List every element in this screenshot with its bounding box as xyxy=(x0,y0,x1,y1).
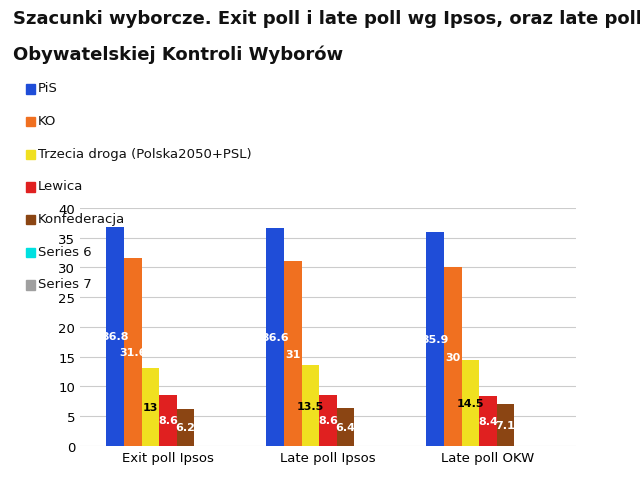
Bar xyxy=(284,262,301,446)
Text: 13.5: 13.5 xyxy=(297,401,324,411)
Text: 8.4: 8.4 xyxy=(478,416,498,426)
Bar xyxy=(461,360,479,446)
Bar xyxy=(479,396,497,446)
Bar xyxy=(159,395,177,446)
Text: 6.4: 6.4 xyxy=(335,422,356,432)
Bar xyxy=(444,268,461,446)
Text: Trzecia droga (Polska2050+PSL): Trzecia droga (Polska2050+PSL) xyxy=(38,147,251,160)
Text: Lewica: Lewica xyxy=(38,180,83,193)
Bar xyxy=(177,409,195,446)
Bar xyxy=(301,366,319,446)
Text: 31: 31 xyxy=(285,349,301,359)
Text: Series 7: Series 7 xyxy=(38,278,92,291)
Bar xyxy=(124,259,141,446)
Text: 6.2: 6.2 xyxy=(175,422,196,432)
Text: 36.6: 36.6 xyxy=(261,332,289,342)
Text: 13: 13 xyxy=(143,402,158,412)
Text: Obywatelskiej Kontroli Wyborów: Obywatelskiej Kontroli Wyborów xyxy=(13,45,343,64)
Text: 8.6: 8.6 xyxy=(318,415,338,425)
Bar xyxy=(141,369,159,446)
Text: 14.5: 14.5 xyxy=(457,398,484,408)
Text: Series 6: Series 6 xyxy=(38,245,91,258)
Bar xyxy=(319,395,337,446)
Text: 8.6: 8.6 xyxy=(158,415,178,425)
Text: Szacunki wyborcze. Exit poll i late poll wg Ipsos, oraz late poll: Szacunki wyborcze. Exit poll i late poll… xyxy=(13,10,640,28)
Bar xyxy=(426,233,444,446)
Bar xyxy=(497,404,515,446)
Bar xyxy=(266,228,284,446)
Text: KO: KO xyxy=(38,115,56,128)
Text: 30: 30 xyxy=(445,352,460,362)
Text: 31.6: 31.6 xyxy=(119,347,147,357)
Bar xyxy=(106,227,124,446)
Text: 35.9: 35.9 xyxy=(422,334,449,344)
Bar xyxy=(337,408,355,446)
Text: Konfederacja: Konfederacja xyxy=(38,212,125,225)
Text: 7.1: 7.1 xyxy=(496,420,515,430)
Text: 36.8: 36.8 xyxy=(102,332,129,342)
Text: PiS: PiS xyxy=(38,82,58,95)
